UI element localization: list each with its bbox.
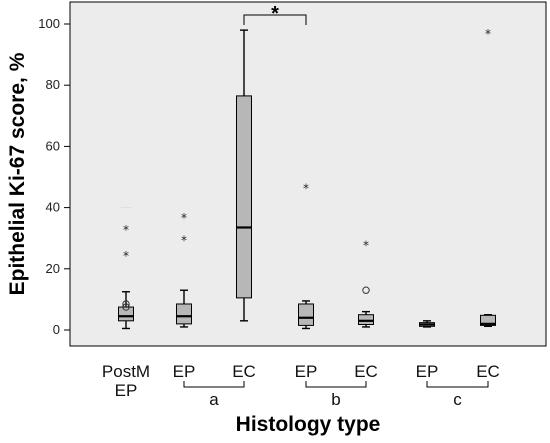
outlier-point	[362, 286, 370, 294]
x-category-label-line: EC	[354, 362, 378, 381]
group-label: b	[331, 390, 340, 409]
extreme-point: *	[181, 211, 187, 225]
group-label: c	[453, 390, 462, 409]
box-group: *	[358, 238, 374, 328]
group-bracket	[426, 381, 489, 388]
extreme-point: *	[123, 223, 129, 237]
box-group	[419, 320, 435, 328]
x-category-label: EP	[416, 362, 439, 381]
x-category-label: EC	[354, 362, 378, 381]
y-tick-label: 20	[46, 261, 60, 276]
extreme-point: *	[303, 182, 309, 196]
significance-bracket: *	[243, 3, 307, 25]
x-category-label-line: EC	[476, 362, 500, 381]
box-group: *	[298, 182, 314, 330]
box-iqr	[236, 95, 252, 299]
box-group: *	[480, 27, 496, 328]
x-category-label: EC	[232, 362, 256, 381]
y-tick-label: 0	[53, 322, 60, 337]
x-category-label-line: PostM	[102, 362, 150, 381]
plot-area	[69, 1, 547, 347]
x-category-label: EC	[476, 362, 500, 381]
box-group	[236, 29, 252, 322]
box-group: **	[176, 211, 192, 328]
extreme-point: *	[181, 234, 187, 248]
x-category-label: EP	[173, 362, 196, 381]
box-iqr	[480, 314, 496, 326]
y-tick-label: 60	[46, 138, 60, 153]
box-group: **	[118, 207, 134, 330]
x-axis-title: Histology type	[236, 413, 381, 436]
y-tick-label: 100	[38, 16, 60, 31]
x-category-label-line: EP	[416, 362, 439, 381]
outlier-point	[122, 303, 130, 311]
box-iqr	[176, 303, 192, 325]
outlier-point	[122, 300, 130, 308]
extreme-point: *	[485, 27, 491, 41]
x-category-label-line: EP	[173, 362, 196, 381]
extreme-point: *	[363, 238, 369, 252]
y-tick-label: 80	[46, 77, 60, 92]
x-category-label: EP	[295, 362, 318, 381]
boxes: *******	[118, 27, 496, 330]
group-bracket	[183, 381, 245, 388]
extreme-point: *	[123, 249, 129, 263]
y-axis-title: Epithelial Ki-67 score, %	[6, 52, 29, 295]
x-category-label-line: EC	[232, 362, 256, 381]
significance-label: *	[271, 3, 279, 25]
box-iqr	[118, 306, 134, 322]
x-category-label: PostM EP	[102, 362, 150, 400]
group-bracket	[305, 381, 367, 388]
significance-line	[243, 14, 307, 25]
group-label: a	[209, 390, 219, 409]
y-axis: 0 20 40 60 80 100	[38, 16, 70, 337]
y-tick-label: 40	[46, 200, 60, 215]
x-category-label-line: EP	[115, 381, 138, 400]
box-iqr	[358, 314, 374, 325]
box-iqr	[298, 303, 314, 326]
x-category-label-line: EP	[295, 362, 318, 381]
group-brackets: a b c	[183, 381, 489, 409]
